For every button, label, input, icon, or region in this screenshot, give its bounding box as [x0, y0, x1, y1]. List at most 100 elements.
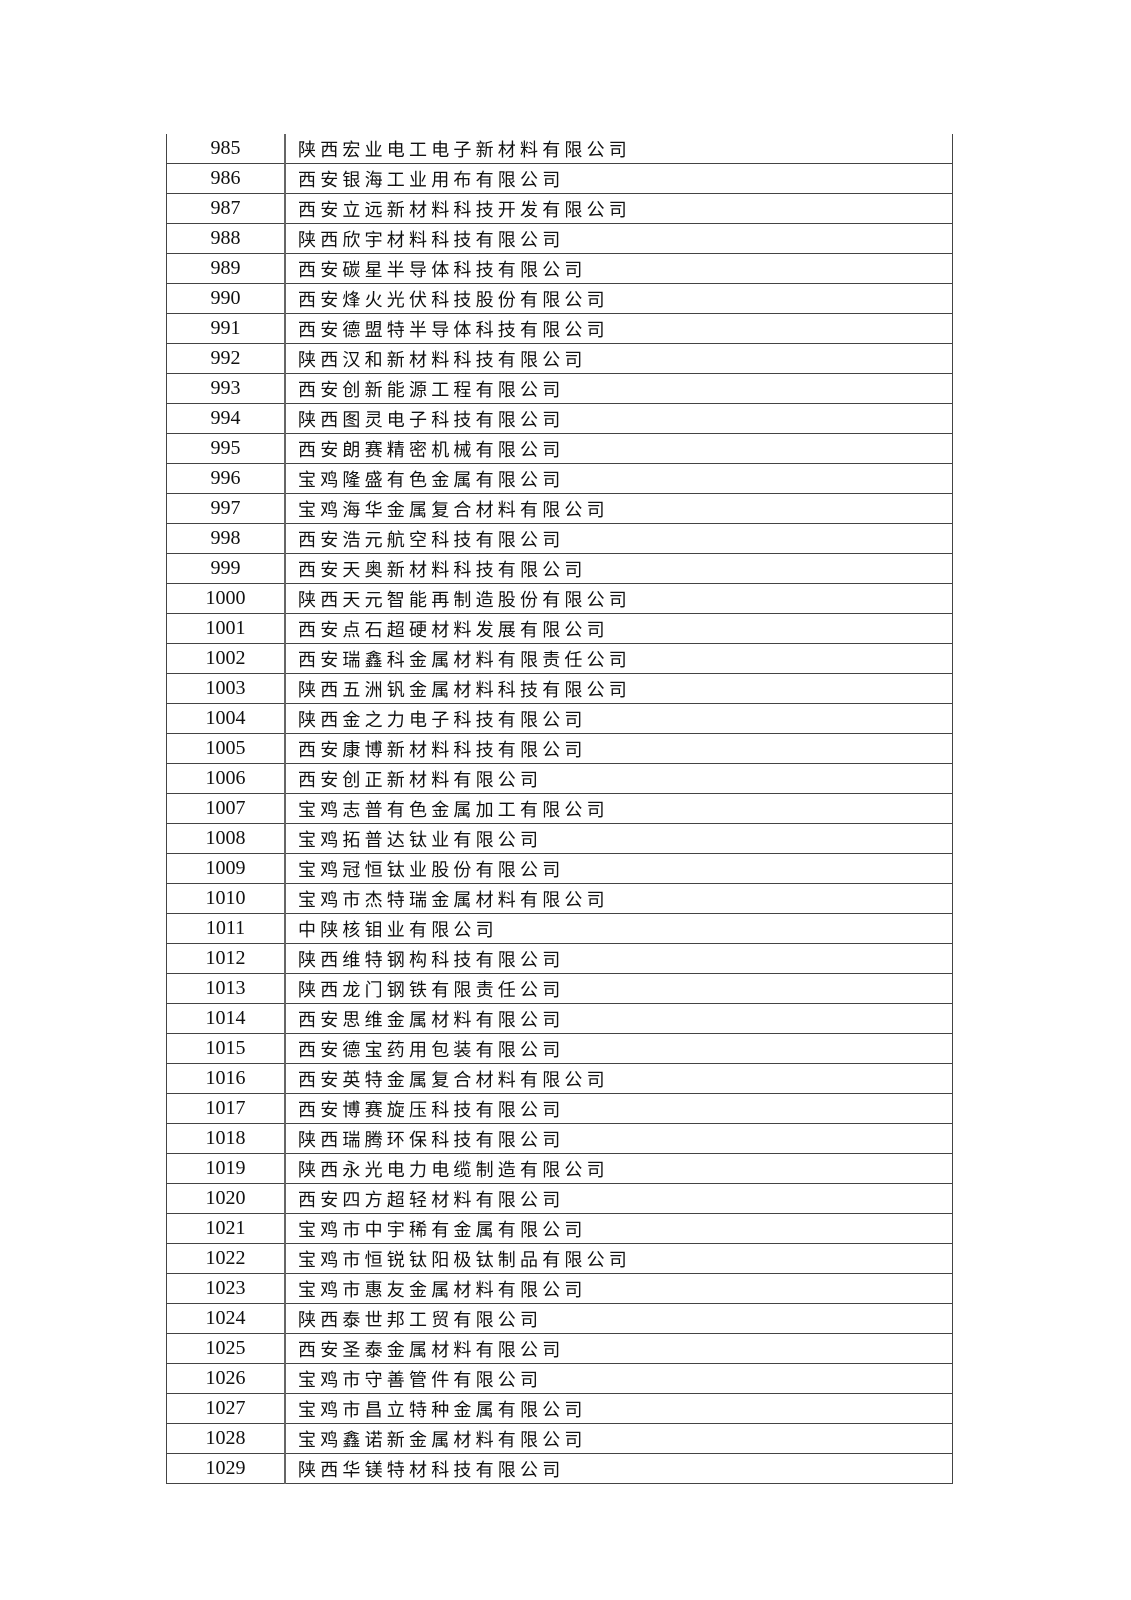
table-row: 1000 陕西天元智能再制造股份有限公司 — [166, 583, 953, 614]
table-row: 1010 宝鸡市杰特瑞金属材料有限公司 — [166, 883, 953, 914]
company-name: 西安浩元航空科技有限公司 — [284, 523, 953, 554]
company-name: 陕西汉和新材料科技有限公司 — [284, 343, 953, 374]
row-number: 996 — [166, 463, 286, 494]
table-row: 997 宝鸡海华金属复合材料有限公司 — [166, 493, 953, 524]
row-number: 1013 — [166, 973, 286, 1004]
row-number: 1016 — [166, 1063, 286, 1094]
company-name: 宝鸡冠恒钛业股份有限公司 — [284, 853, 953, 884]
table-row: 1014 西安思维金属材料有限公司 — [166, 1003, 953, 1034]
table-row: 996 宝鸡隆盛有色金属有限公司 — [166, 463, 953, 494]
row-number: 998 — [166, 523, 286, 554]
row-number: 1009 — [166, 853, 286, 884]
company-name: 西安英特金属复合材料有限公司 — [284, 1063, 953, 1094]
table-row: 1021 宝鸡市中宇稀有金属有限公司 — [166, 1213, 953, 1244]
company-name: 西安立远新材料科技开发有限公司 — [284, 193, 953, 224]
table-row: 998 西安浩元航空科技有限公司 — [166, 523, 953, 554]
company-name: 陕西泰世邦工贸有限公司 — [284, 1303, 953, 1334]
company-name: 西安圣泰金属材料有限公司 — [284, 1333, 953, 1364]
company-name: 宝鸡市杰特瑞金属材料有限公司 — [284, 883, 953, 914]
company-name: 宝鸡鑫诺新金属材料有限公司 — [284, 1423, 953, 1454]
company-list-table: 985 陕西宏业电工电子新材料有限公司 986 西安银海工业用布有限公司 987 西安立远… — [166, 134, 953, 1484]
row-number: 1002 — [166, 643, 286, 674]
company-name: 陕西华镁特材科技有限公司 — [284, 1453, 953, 1484]
table-row: 992 陕西汉和新材料科技有限公司 — [166, 343, 953, 374]
table-row: 1005 西安康博新材料科技有限公司 — [166, 733, 953, 764]
table-row: 1019 陕西永光电力电缆制造有限公司 — [166, 1153, 953, 1184]
row-number: 1001 — [166, 613, 286, 644]
company-name: 陕西瑞腾环保科技有限公司 — [284, 1123, 953, 1154]
row-number: 1025 — [166, 1333, 286, 1364]
row-number: 1027 — [166, 1393, 286, 1424]
company-name: 陕西五洲钒金属材料科技有限公司 — [284, 673, 953, 704]
row-number: 988 — [166, 223, 286, 254]
company-name: 西安天奥新材料科技有限公司 — [284, 553, 953, 584]
row-number: 1010 — [166, 883, 286, 914]
row-number: 1007 — [166, 793, 286, 824]
table-row: 988 陕西欣宇材料科技有限公司 — [166, 223, 953, 254]
company-name: 陕西天元智能再制造股份有限公司 — [284, 583, 953, 614]
company-name: 西安思维金属材料有限公司 — [284, 1003, 953, 1034]
company-name: 宝鸡志普有色金属加工有限公司 — [284, 793, 953, 824]
company-name: 西安博赛旋压科技有限公司 — [284, 1093, 953, 1124]
company-name: 陕西宏业电工电子新材料有限公司 — [284, 134, 953, 164]
table-row: 1023 宝鸡市惠友金属材料有限公司 — [166, 1273, 953, 1304]
company-name: 西安银海工业用布有限公司 — [284, 163, 953, 194]
table-row: 995 西安朗赛精密机械有限公司 — [166, 433, 953, 464]
company-name: 宝鸡市惠友金属材料有限公司 — [284, 1273, 953, 1304]
table-row: 1026 宝鸡市守善管件有限公司 — [166, 1363, 953, 1394]
row-number: 1005 — [166, 733, 286, 764]
table-row: 1020 西安四方超轻材料有限公司 — [166, 1183, 953, 1214]
table-row: 990 西安烽火光伏科技股份有限公司 — [166, 283, 953, 314]
table-row: 1024 陕西泰世邦工贸有限公司 — [166, 1303, 953, 1334]
company-name: 西安烽火光伏科技股份有限公司 — [284, 283, 953, 314]
company-name: 陕西维特钢构科技有限公司 — [284, 943, 953, 974]
table-row: 1012 陕西维特钢构科技有限公司 — [166, 943, 953, 974]
company-name: 陕西永光电力电缆制造有限公司 — [284, 1153, 953, 1184]
company-name: 西安点石超硬材料发展有限公司 — [284, 613, 953, 644]
company-name: 西安德宝药用包装有限公司 — [284, 1033, 953, 1064]
row-number: 1006 — [166, 763, 286, 794]
company-name: 宝鸡市中宇稀有金属有限公司 — [284, 1213, 953, 1244]
table-row: 994 陕西图灵电子科技有限公司 — [166, 403, 953, 434]
table-row: 1017 西安博赛旋压科技有限公司 — [166, 1093, 953, 1124]
company-name: 陕西欣宇材料科技有限公司 — [284, 223, 953, 254]
company-name: 西安创新能源工程有限公司 — [284, 373, 953, 404]
company-name: 宝鸡隆盛有色金属有限公司 — [284, 463, 953, 494]
table-row: 1028 宝鸡鑫诺新金属材料有限公司 — [166, 1423, 953, 1454]
row-number: 1008 — [166, 823, 286, 854]
company-name: 西安康博新材料科技有限公司 — [284, 733, 953, 764]
table-row: 1029 陕西华镁特材科技有限公司 — [166, 1453, 953, 1484]
company-name: 西安德盟特半导体科技有限公司 — [284, 313, 953, 344]
row-number: 1011 — [166, 913, 286, 944]
table-row: 993 西安创新能源工程有限公司 — [166, 373, 953, 404]
row-number: 990 — [166, 283, 286, 314]
row-number: 994 — [166, 403, 286, 434]
table-row: 1008 宝鸡拓普达钛业有限公司 — [166, 823, 953, 854]
company-name: 西安四方超轻材料有限公司 — [284, 1183, 953, 1214]
company-name: 宝鸡市恒锐钛阳极钛制品有限公司 — [284, 1243, 953, 1274]
row-number: 1024 — [166, 1303, 286, 1334]
row-number: 1028 — [166, 1423, 286, 1454]
company-name: 宝鸡拓普达钛业有限公司 — [284, 823, 953, 854]
table-row: 999 西安天奥新材料科技有限公司 — [166, 553, 953, 584]
company-name: 宝鸡市守善管件有限公司 — [284, 1363, 953, 1394]
row-number: 1004 — [166, 703, 286, 734]
row-number: 993 — [166, 373, 286, 404]
row-number: 1003 — [166, 673, 286, 704]
table-row: 1027 宝鸡市昌立特种金属有限公司 — [166, 1393, 953, 1424]
company-name: 宝鸡市昌立特种金属有限公司 — [284, 1393, 953, 1424]
table-row: 1002 西安瑞鑫科金属材料有限责任公司 — [166, 643, 953, 674]
company-name: 中陕核钼业有限公司 — [284, 913, 953, 944]
row-number: 995 — [166, 433, 286, 464]
row-number: 992 — [166, 343, 286, 374]
table-row: 1015 西安德宝药用包装有限公司 — [166, 1033, 953, 1064]
table-row: 1004 陕西金之力电子科技有限公司 — [166, 703, 953, 734]
row-number: 989 — [166, 253, 286, 284]
row-number: 1026 — [166, 1363, 286, 1394]
row-number: 986 — [166, 163, 286, 194]
table-row: 1007 宝鸡志普有色金属加工有限公司 — [166, 793, 953, 824]
row-number: 1020 — [166, 1183, 286, 1214]
table-row: 989 西安碳星半导体科技有限公司 — [166, 253, 953, 284]
row-number: 1018 — [166, 1123, 286, 1154]
table-row: 986 西安银海工业用布有限公司 — [166, 163, 953, 194]
